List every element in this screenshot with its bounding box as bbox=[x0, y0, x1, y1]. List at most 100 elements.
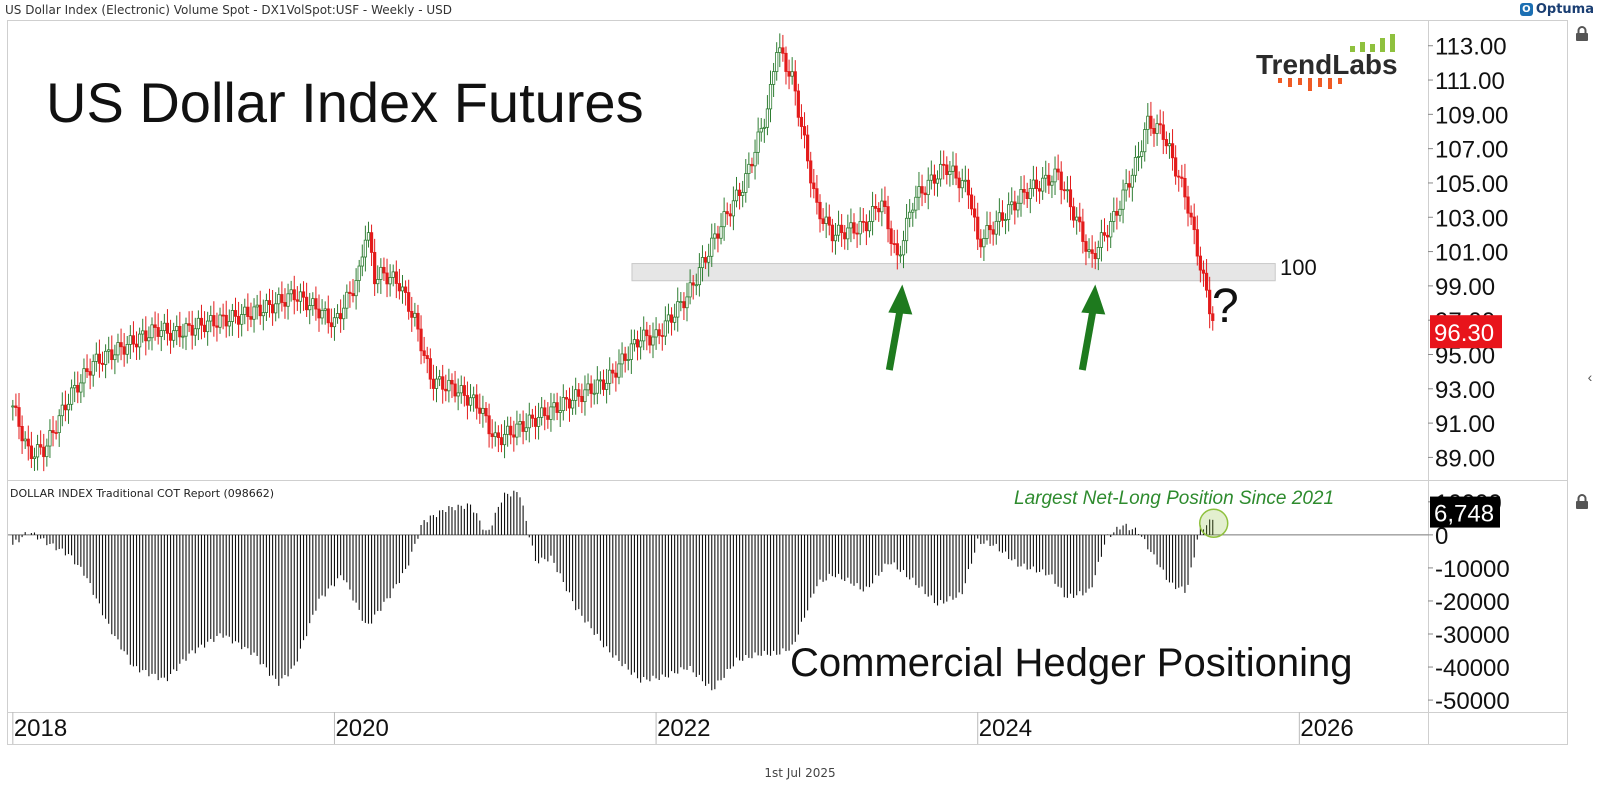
candle-body bbox=[948, 170, 952, 176]
candle-body bbox=[128, 335, 132, 345]
candle-body bbox=[63, 404, 67, 411]
candle-body bbox=[428, 358, 432, 380]
candle-body bbox=[564, 397, 569, 400]
candle-body bbox=[991, 229, 995, 235]
candle-body bbox=[255, 304, 259, 308]
candle-body bbox=[821, 218, 825, 224]
candle-body bbox=[410, 310, 414, 318]
candle-body bbox=[1174, 157, 1178, 177]
lock-icon[interactable] bbox=[1571, 491, 1593, 513]
candle-body bbox=[379, 266, 383, 280]
candle-body bbox=[1204, 272, 1209, 291]
candle-body bbox=[1031, 179, 1035, 189]
candle-body bbox=[997, 212, 1001, 222]
candle-body bbox=[1146, 115, 1150, 130]
candle-body bbox=[1007, 204, 1011, 220]
candle-body bbox=[227, 321, 231, 327]
candle-body bbox=[190, 324, 194, 336]
collapse-panel-icon[interactable]: ‹ bbox=[1587, 369, 1593, 385]
candle-body bbox=[932, 174, 937, 184]
candle-body bbox=[60, 404, 64, 417]
candle-body bbox=[51, 430, 55, 433]
candle-body bbox=[57, 415, 61, 433]
candle-body bbox=[1208, 289, 1212, 315]
candle-body bbox=[453, 383, 457, 397]
candle-body bbox=[793, 71, 797, 92]
candle-body bbox=[1143, 129, 1147, 153]
candle-body bbox=[1164, 139, 1168, 147]
candle-body bbox=[960, 180, 964, 189]
candle-body bbox=[895, 243, 899, 256]
candle-body bbox=[1170, 143, 1175, 159]
candle-body bbox=[271, 304, 275, 314]
candle-body bbox=[546, 415, 550, 420]
lock-icon[interactable] bbox=[1571, 23, 1593, 45]
candle-body bbox=[481, 407, 485, 414]
candle-body bbox=[654, 329, 658, 338]
candle-body bbox=[76, 384, 80, 393]
price-axis-label: 105.00 bbox=[1435, 171, 1508, 198]
candle-body bbox=[48, 430, 52, 447]
candle-body bbox=[369, 232, 374, 253]
candle-body bbox=[357, 265, 361, 281]
candle-body bbox=[1010, 201, 1014, 206]
candle-body bbox=[691, 282, 695, 286]
support-zone bbox=[631, 263, 1276, 282]
candle-body bbox=[611, 369, 615, 374]
candle-body bbox=[666, 314, 671, 322]
candle-body bbox=[295, 299, 299, 302]
candle-body bbox=[17, 407, 21, 427]
candle-body bbox=[138, 333, 142, 348]
candle-body bbox=[301, 291, 306, 298]
candle-body bbox=[1140, 151, 1144, 157]
candle-body bbox=[243, 306, 247, 315]
candle-body bbox=[1084, 241, 1088, 252]
candle-body bbox=[1013, 201, 1017, 211]
candle-body bbox=[676, 301, 680, 318]
candle-body bbox=[713, 233, 717, 239]
cot-axis-label: -20000 bbox=[1435, 589, 1510, 616]
candle-body bbox=[280, 294, 284, 303]
candle-body bbox=[246, 306, 250, 317]
candle-body bbox=[345, 291, 349, 309]
candle-body bbox=[311, 298, 315, 307]
candle-body bbox=[249, 316, 253, 320]
candle-body bbox=[144, 330, 148, 342]
candle-body bbox=[796, 90, 800, 118]
support-arrow bbox=[1078, 284, 1106, 371]
candle-body bbox=[277, 294, 281, 305]
candle-body bbox=[815, 188, 819, 203]
candle-body bbox=[487, 415, 491, 435]
candle-body bbox=[286, 293, 290, 307]
candle-body bbox=[648, 335, 652, 346]
candle-body bbox=[1195, 229, 1199, 257]
cot-last-badge bbox=[1430, 496, 1500, 528]
trendlabs-logo-bar-down bbox=[1298, 78, 1302, 85]
candle-body bbox=[339, 313, 343, 320]
candle-body bbox=[966, 179, 971, 196]
support-label: 100 bbox=[1280, 255, 1317, 280]
candle-body bbox=[558, 410, 562, 413]
candle-body bbox=[385, 272, 389, 285]
date-axis-label: 2022 bbox=[657, 715, 710, 742]
candle-body bbox=[982, 238, 986, 248]
candle-body bbox=[852, 222, 856, 234]
candle-body bbox=[134, 343, 139, 348]
candle-body bbox=[416, 312, 420, 330]
candle-body bbox=[462, 385, 466, 396]
candle-body bbox=[1127, 183, 1131, 188]
candle-body bbox=[478, 407, 482, 414]
candle-body bbox=[66, 403, 71, 411]
candle-body bbox=[39, 444, 43, 448]
candle-body bbox=[240, 314, 244, 325]
candle-body bbox=[400, 286, 405, 292]
candle-body bbox=[1130, 174, 1134, 188]
candle-body bbox=[82, 368, 86, 384]
candle-body bbox=[787, 71, 791, 77]
candle-body bbox=[806, 134, 810, 162]
candle-body bbox=[747, 163, 751, 174]
candle-body bbox=[942, 163, 946, 166]
candle-body bbox=[929, 174, 933, 181]
candle-body bbox=[1155, 123, 1159, 134]
candle-body bbox=[552, 402, 556, 408]
